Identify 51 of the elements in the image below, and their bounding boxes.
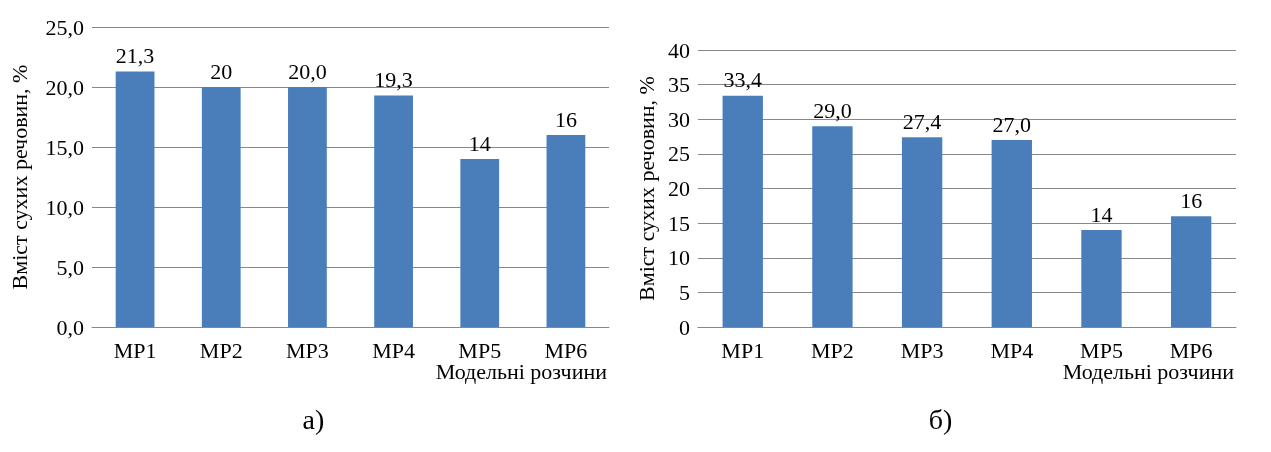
y-tick-label: 15: [667, 210, 690, 236]
bar: [1170, 216, 1212, 327]
text: а): [302, 403, 325, 435]
text: б): [928, 403, 953, 435]
x-tick-label: МР3: [900, 337, 944, 363]
x-tick-label: МР3: [286, 337, 329, 363]
y-tick-label: 40: [667, 37, 690, 63]
x-tick-label: МР1: [113, 337, 157, 363]
bar: [374, 95, 413, 327]
y-tick-label: 5,0: [56, 254, 84, 280]
x-tick-label: МР2: [811, 337, 854, 363]
bar: [460, 159, 500, 327]
data-label: 16: [1180, 187, 1203, 213]
x-tick-label: МР1: [721, 337, 765, 363]
data-label: 20,0: [288, 58, 327, 84]
y-tick-label: 30: [667, 106, 690, 132]
data-label: 16: [554, 106, 577, 132]
data-label: 14: [1090, 201, 1113, 227]
bar: [201, 87, 241, 327]
data-label: 29,0: [813, 97, 852, 123]
data-label: 27,0: [992, 111, 1032, 137]
y-tick-label: 20: [667, 176, 690, 201]
data-label: 20: [210, 58, 233, 84]
bar: [812, 126, 853, 327]
bar: [288, 87, 327, 327]
y-tick-label: 20,0: [45, 74, 84, 100]
bar: [1081, 230, 1122, 327]
data-label: 19,3: [374, 66, 413, 92]
y-tick-label: 10: [667, 245, 690, 271]
data-label: 27,4: [902, 108, 942, 134]
bar: [115, 71, 155, 327]
data-label: 33,4: [723, 67, 762, 93]
y-tick-label: 0,0: [56, 314, 84, 340]
x-tick-label: МР4: [990, 337, 1034, 363]
y-tick-label: 25,0: [45, 14, 84, 40]
y-tick-label: 0: [678, 314, 690, 340]
y-axis-title: Вміст сухих речовин, %: [6, 64, 32, 290]
y-tick-label: 5: [678, 279, 690, 305]
data-label: 21,3: [115, 42, 155, 68]
y-tick-label: 15,0: [45, 134, 84, 160]
y-tick-label: 25: [667, 141, 690, 167]
data-label: 14: [468, 130, 491, 156]
x-tick-label: МР2: [199, 337, 243, 363]
x-tick-label: МР4: [372, 337, 415, 363]
bar: [901, 137, 943, 327]
bar: [546, 135, 586, 327]
y-axis-title: Вміст сухих речовин, %: [633, 76, 659, 301]
y-tick-label: 35: [667, 72, 690, 98]
y-tick-label: 10,0: [45, 194, 84, 220]
bar: [722, 95, 763, 327]
bar: [991, 140, 1032, 327]
